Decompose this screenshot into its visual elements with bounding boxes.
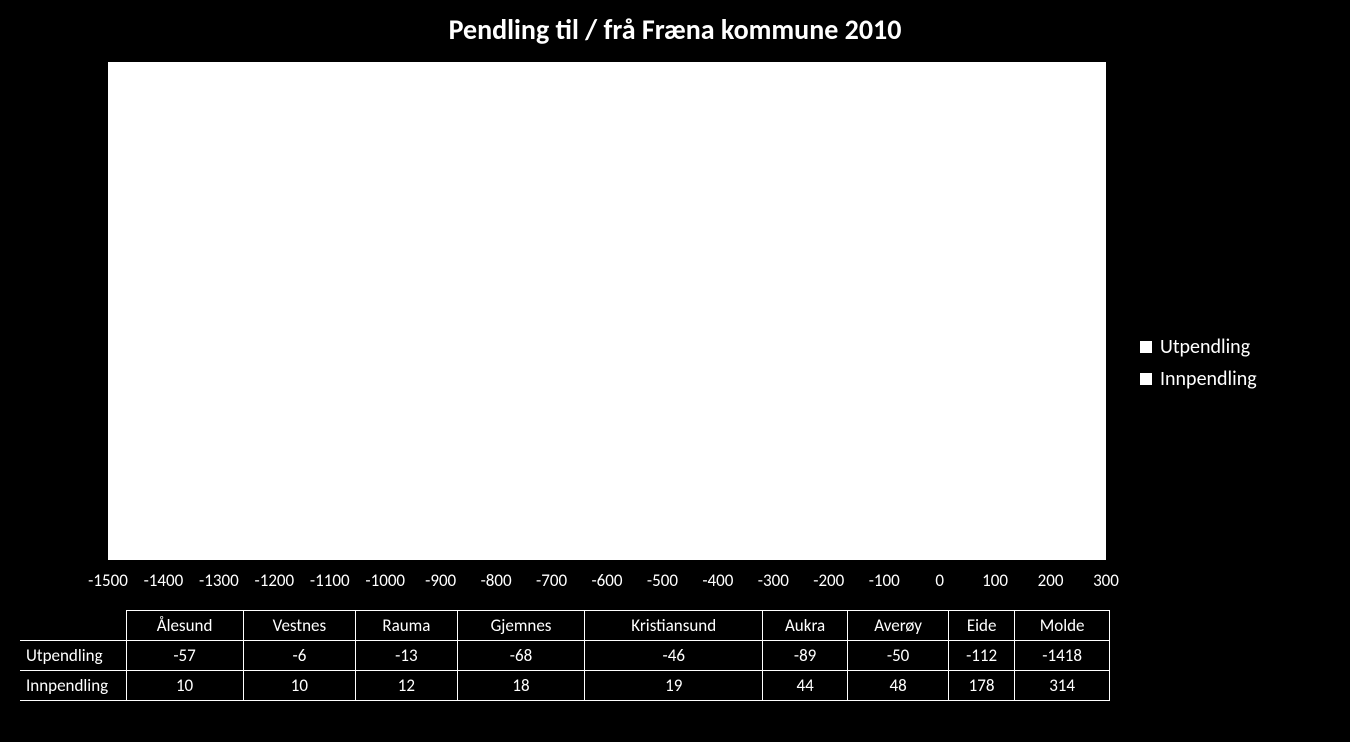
table-cell: -89: [762, 641, 847, 671]
x-tick-label: 200: [1038, 570, 1064, 591]
table-row-header: Innpendling: [20, 671, 126, 701]
table-cell: -57: [126, 641, 243, 671]
x-tick-label: -800: [481, 570, 512, 591]
table-cell: 10: [126, 671, 243, 701]
table-cell: -68: [457, 641, 585, 671]
x-tick-label: -700: [536, 570, 567, 591]
table-cell: -13: [356, 641, 457, 671]
legend: Utpendling Innpendling: [1140, 335, 1257, 399]
table-cell: 48: [848, 671, 949, 701]
table-cell: -1418: [1015, 641, 1110, 671]
table-corner-blank: [20, 611, 126, 641]
table-cell: -6: [243, 641, 356, 671]
table-cell: 314: [1015, 671, 1110, 701]
x-tick-label: 100: [982, 570, 1008, 591]
legend-item-innpendling: Innpendling: [1140, 367, 1257, 391]
table-col-header: Averøy: [848, 611, 949, 641]
legend-label: Innpendling: [1160, 367, 1257, 391]
x-tick-label: -1000: [365, 570, 405, 591]
table-col-header: Aukra: [762, 611, 847, 641]
x-tick-label: 300: [1093, 570, 1119, 591]
x-tick-label: -300: [758, 570, 789, 591]
legend-label: Utpendling: [1160, 335, 1250, 359]
table-row-innpendling: Innpendling 10 10 12 18 19 44 48 178 314: [20, 671, 1110, 701]
table-col-header: Gjemnes: [457, 611, 585, 641]
x-tick-label: -1500: [88, 570, 128, 591]
table-cell: 18: [457, 671, 585, 701]
x-tick-label: 0: [935, 570, 944, 591]
x-tick-label: -1200: [254, 570, 294, 591]
x-tick-label: -100: [869, 570, 900, 591]
legend-marker-icon: [1140, 341, 1152, 353]
x-tick-label: -1100: [310, 570, 350, 591]
table-cell: 19: [585, 671, 762, 701]
table-col-header: Eide: [948, 611, 1014, 641]
table-col-header: Vestnes: [243, 611, 356, 641]
table-col-header: Ålesund: [126, 611, 243, 641]
table-cell: 44: [762, 671, 847, 701]
x-axis-ticks: -1500-1400-1300-1200-1100-1000-900-800-7…: [108, 570, 1106, 594]
legend-item-utpendling: Utpendling: [1140, 335, 1257, 359]
table-row-utpendling: Utpendling -57 -6 -13 -68 -46 -89 -50 -1…: [20, 641, 1110, 671]
table-row-header: Utpendling: [20, 641, 126, 671]
chart-title: Pendling til / frå Fræna kommune 2010: [0, 12, 1350, 47]
table-col-header: Kristiansund: [585, 611, 762, 641]
x-tick-label: -900: [425, 570, 456, 591]
x-tick-label: -1300: [199, 570, 239, 591]
plot-area: [108, 62, 1106, 560]
table-cell: 12: [356, 671, 457, 701]
x-tick-label: -200: [813, 570, 844, 591]
x-tick-label: -500: [647, 570, 678, 591]
table-col-header: Rauma: [356, 611, 457, 641]
table-cell: -46: [585, 641, 762, 671]
x-tick-label: -1400: [144, 570, 184, 591]
data-table: Ålesund Vestnes Rauma Gjemnes Kristiansu…: [20, 610, 1110, 701]
x-tick-label: -600: [591, 570, 622, 591]
legend-marker-icon: [1140, 373, 1152, 385]
table-header-row: Ålesund Vestnes Rauma Gjemnes Kristiansu…: [20, 611, 1110, 641]
x-tick-label: -400: [702, 570, 733, 591]
table-col-header: Molde: [1015, 611, 1110, 641]
table-cell: 10: [243, 671, 356, 701]
table-cell: -50: [848, 641, 949, 671]
table-cell: 178: [948, 671, 1014, 701]
table-cell: -112: [948, 641, 1014, 671]
